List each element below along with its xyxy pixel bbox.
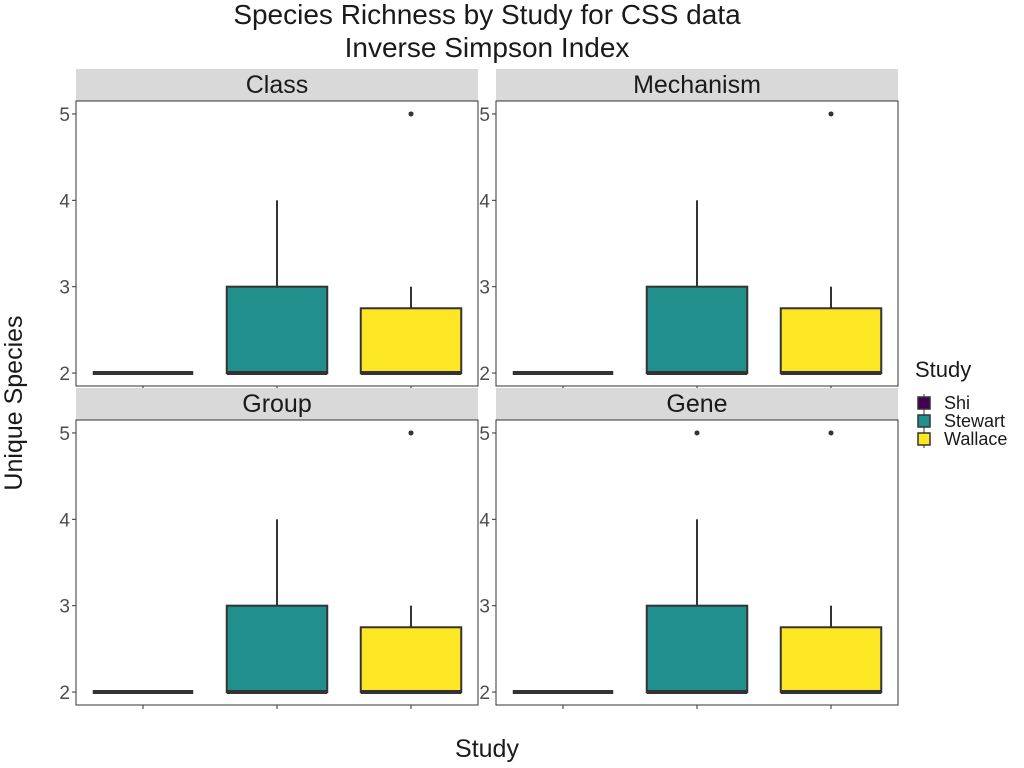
box-iqr — [359, 307, 463, 375]
y-tick-label: 4 — [59, 191, 70, 212]
legend-label: Wallace — [944, 429, 1007, 449]
legend-key — [917, 414, 931, 428]
strip-mechanism — [496, 69, 898, 101]
panel-group: Group 2 3 4 5 — [59, 388, 479, 709]
box-iqr — [359, 626, 463, 694]
panel-gene: Gene 2 3 4 5 — [479, 388, 899, 709]
strip-label-mechanism: Mechanism — [633, 71, 761, 99]
facet-panels: Class 2 3 4 5 Mechanism 2 3 4 5 Group 2 3 4 5 Gene 2 3 4 5 — [59, 69, 899, 709]
legend-item-wallace: Wallace — [917, 429, 1007, 449]
box-mechanism-wallace — [779, 111, 883, 376]
y-tick-label: 4 — [59, 510, 70, 531]
x-axis-title: Study — [455, 735, 519, 763]
y-tick-label: 5 — [59, 105, 70, 126]
box-iqr — [645, 285, 749, 375]
y-tick-label: 5 — [479, 105, 490, 126]
legend-item-shi: Shi — [917, 393, 970, 413]
outlier-point — [828, 111, 834, 117]
panel-mechanism: Mechanism 2 3 4 5 — [479, 69, 899, 390]
y-tick-label: 4 — [479, 510, 490, 531]
panel-class: Class 2 3 4 5 — [59, 69, 479, 390]
legend-key — [917, 396, 931, 410]
box-iqr — [645, 604, 749, 694]
box-class-wallace — [359, 111, 463, 376]
legend-label: Stewart — [944, 411, 1005, 431]
y-tick-label: 2 — [479, 364, 490, 385]
box-gene-stewart — [645, 430, 749, 695]
chart-subtitle: Inverse Simpson Index — [345, 32, 630, 63]
box-iqr — [225, 285, 329, 375]
y-tick-label: 2 — [59, 683, 70, 704]
box-iqr — [225, 604, 329, 694]
outlier-point — [828, 430, 834, 436]
box-group-stewart — [225, 519, 329, 695]
chart-title: Species Richness by Study for CSS data — [233, 0, 741, 30]
strip-label-gene: Gene — [666, 390, 727, 418]
legend-label: Shi — [944, 393, 970, 413]
y-tick-label: 2 — [479, 683, 490, 704]
strip-gene — [496, 388, 898, 420]
strip-group — [76, 388, 478, 420]
strip-label-group: Group — [242, 390, 311, 418]
box-iqr — [779, 307, 883, 375]
y-tick-label: 3 — [479, 278, 490, 299]
y-tick-label: 4 — [479, 191, 490, 212]
box-iqr — [779, 626, 883, 694]
y-tick-label: 2 — [59, 364, 70, 385]
y-tick-label: 5 — [59, 424, 70, 445]
y-tick-label: 3 — [59, 278, 70, 299]
strip-label-class: Class — [246, 71, 309, 99]
y-tick-label: 3 — [59, 597, 70, 618]
y-tick-label: 5 — [479, 424, 490, 445]
legend-key — [917, 432, 931, 446]
box-class-stewart — [225, 200, 329, 376]
y-axis-title: Unique Species — [0, 315, 28, 490]
strip-class — [76, 69, 478, 101]
y-tick-label: 3 — [479, 597, 490, 618]
legend-item-stewart: Stewart — [917, 411, 1005, 431]
legend-title: Study — [915, 357, 971, 382]
box-mechanism-stewart — [645, 200, 749, 376]
outlier-point — [694, 430, 700, 436]
outlier-point — [408, 111, 414, 117]
outlier-point — [408, 430, 414, 436]
box-group-wallace — [359, 430, 463, 695]
box-gene-wallace — [779, 430, 883, 695]
